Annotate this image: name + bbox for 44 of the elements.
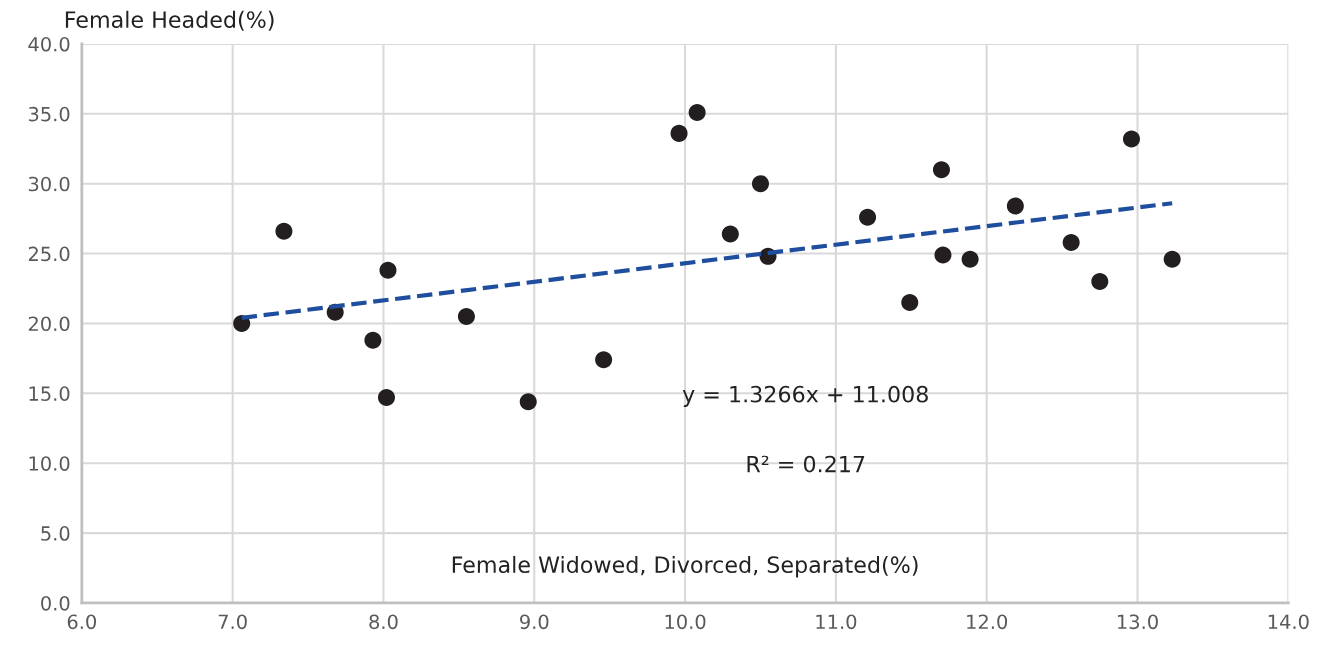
annotation: R² = 0.217 (747, 455, 865, 473)
point (934, 246, 952, 264)
x-tick-label: 6.0 (67, 614, 97, 630)
point (751, 175, 769, 193)
x-tick-label: 10.0 (665, 614, 706, 630)
x-tick-label: 8.0 (369, 614, 398, 630)
point (1062, 233, 1080, 251)
y-tick-label: 5.0 (41, 526, 70, 541)
point (595, 351, 613, 369)
x-tick-label: 13.0 (1118, 614, 1158, 630)
x-tick-label: 11.0 (816, 614, 857, 630)
x-tick-label: 12.0 (967, 614, 1008, 630)
y-tick-label: 30.0 (28, 176, 70, 192)
x-tick-label: 14.0 (1268, 614, 1309, 630)
point (1122, 130, 1140, 148)
point (859, 208, 877, 226)
y-axis-title: Female Headed(%) (65, 10, 274, 31)
point (688, 103, 706, 121)
point (1091, 273, 1109, 291)
point (275, 222, 293, 240)
point (932, 161, 950, 179)
point (457, 307, 475, 325)
point (233, 314, 251, 332)
y-tick-label: 15.0 (29, 386, 70, 401)
point (670, 124, 688, 142)
y-tick-label: 20.0 (28, 316, 70, 332)
point (1163, 250, 1181, 268)
point (901, 293, 919, 311)
point (377, 389, 395, 407)
point (519, 393, 537, 411)
x-tick-label: 9.0 (520, 614, 549, 630)
y-tick-label: 40.0 (28, 36, 70, 52)
y-tick-label: 25.0 (28, 246, 70, 262)
x-tick-label: 7.0 (218, 614, 247, 630)
y-tick-label: 35.0 (28, 106, 70, 122)
annotation: y = 1.3266x + 11.008 (682, 385, 928, 407)
y-tick-label: 10.0 (29, 456, 70, 471)
point (379, 261, 397, 279)
x-axis-title: Female Widowed, Divorced, Separated(%) (452, 555, 918, 578)
point (721, 225, 739, 243)
point (961, 250, 979, 268)
point (1006, 197, 1024, 215)
y-tick-label: 0.0 (41, 595, 70, 611)
point (364, 331, 382, 349)
